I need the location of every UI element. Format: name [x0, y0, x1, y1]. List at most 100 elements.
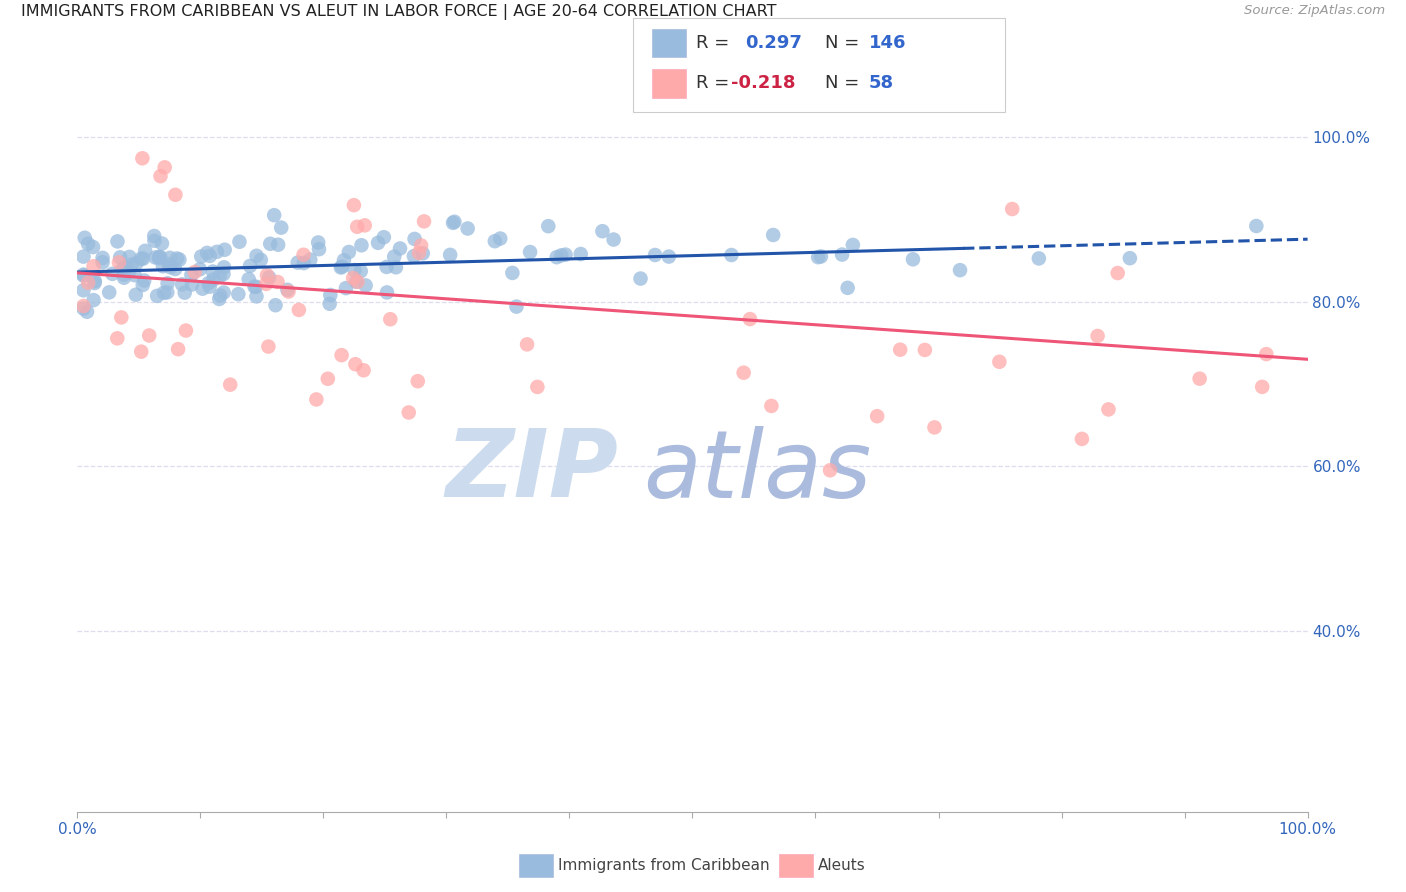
Point — [257, 340, 280, 354]
Point — [165, 187, 187, 202]
Point — [299, 252, 322, 267]
Point — [77, 276, 100, 290]
Point — [546, 250, 568, 264]
Point — [159, 251, 181, 265]
Text: 146: 146 — [869, 34, 907, 52]
Point — [333, 253, 356, 268]
Point — [350, 238, 373, 252]
Point — [411, 238, 433, 252]
Text: N =: N = — [825, 75, 859, 93]
Point — [1246, 219, 1268, 233]
Point — [111, 262, 134, 277]
Point — [132, 277, 155, 292]
Point — [150, 236, 173, 251]
Point — [382, 250, 405, 264]
Point — [198, 249, 221, 263]
Point — [344, 275, 367, 289]
Point — [353, 219, 375, 233]
Point — [76, 305, 98, 319]
Point — [190, 249, 212, 263]
Text: 0.297: 0.297 — [745, 34, 801, 52]
Point — [169, 252, 191, 267]
Point — [412, 246, 434, 260]
Point — [1119, 251, 1142, 265]
Point — [153, 285, 176, 300]
Point — [404, 232, 426, 246]
Point — [501, 266, 523, 280]
Point — [108, 255, 131, 269]
Text: ZIP: ZIP — [446, 425, 619, 517]
Point — [228, 287, 250, 301]
Point — [191, 282, 214, 296]
Text: N =: N = — [825, 34, 859, 52]
Point — [159, 260, 181, 275]
Point — [337, 245, 360, 260]
Point — [188, 262, 211, 277]
Point — [129, 252, 152, 266]
Point — [143, 234, 166, 248]
Point — [901, 252, 924, 267]
Point — [149, 169, 172, 183]
Point — [256, 268, 278, 282]
Point — [132, 252, 155, 266]
Point — [738, 312, 761, 326]
Point — [72, 268, 94, 282]
Point — [91, 251, 114, 265]
Point — [837, 281, 859, 295]
Point — [484, 234, 506, 248]
Point — [145, 251, 167, 265]
Point — [165, 262, 187, 277]
Point — [988, 355, 1011, 369]
Point — [457, 221, 479, 235]
Text: Immigrants from Caribbean: Immigrants from Caribbean — [558, 858, 770, 872]
Point — [354, 278, 377, 293]
Point — [644, 248, 666, 262]
Point — [259, 236, 281, 251]
Point — [212, 285, 235, 300]
Point — [208, 268, 231, 283]
Point — [112, 270, 135, 285]
Point — [77, 236, 100, 251]
Point — [152, 259, 174, 273]
Point — [205, 244, 228, 259]
Point — [308, 242, 330, 256]
Point — [526, 380, 548, 394]
Point — [101, 267, 124, 281]
Point — [98, 285, 121, 300]
Point — [208, 292, 231, 306]
Point — [330, 260, 353, 274]
Point — [292, 256, 315, 270]
Point — [173, 285, 195, 300]
Point — [914, 343, 936, 357]
Point — [108, 250, 131, 264]
Point — [1251, 380, 1274, 394]
Point — [733, 366, 755, 380]
Text: -0.218: -0.218 — [731, 75, 796, 93]
Point — [375, 260, 398, 274]
Point — [198, 279, 221, 293]
Point — [174, 324, 197, 338]
Point — [1107, 266, 1129, 280]
Point — [350, 264, 373, 278]
Point — [1256, 347, 1278, 361]
Point — [134, 244, 156, 258]
Point — [602, 233, 624, 247]
Point — [138, 328, 160, 343]
Point — [124, 268, 146, 283]
Point — [114, 260, 136, 275]
Point — [330, 348, 353, 362]
Point — [166, 252, 188, 266]
Point — [318, 297, 340, 311]
Point — [153, 161, 176, 175]
Point — [439, 248, 461, 262]
Point — [214, 243, 236, 257]
Point — [344, 357, 367, 371]
Point — [373, 230, 395, 244]
Point — [1097, 402, 1119, 417]
Point — [889, 343, 911, 357]
Point — [121, 258, 143, 272]
Point — [91, 255, 114, 269]
Point — [346, 275, 368, 289]
Point — [184, 265, 207, 279]
Point — [316, 372, 339, 386]
